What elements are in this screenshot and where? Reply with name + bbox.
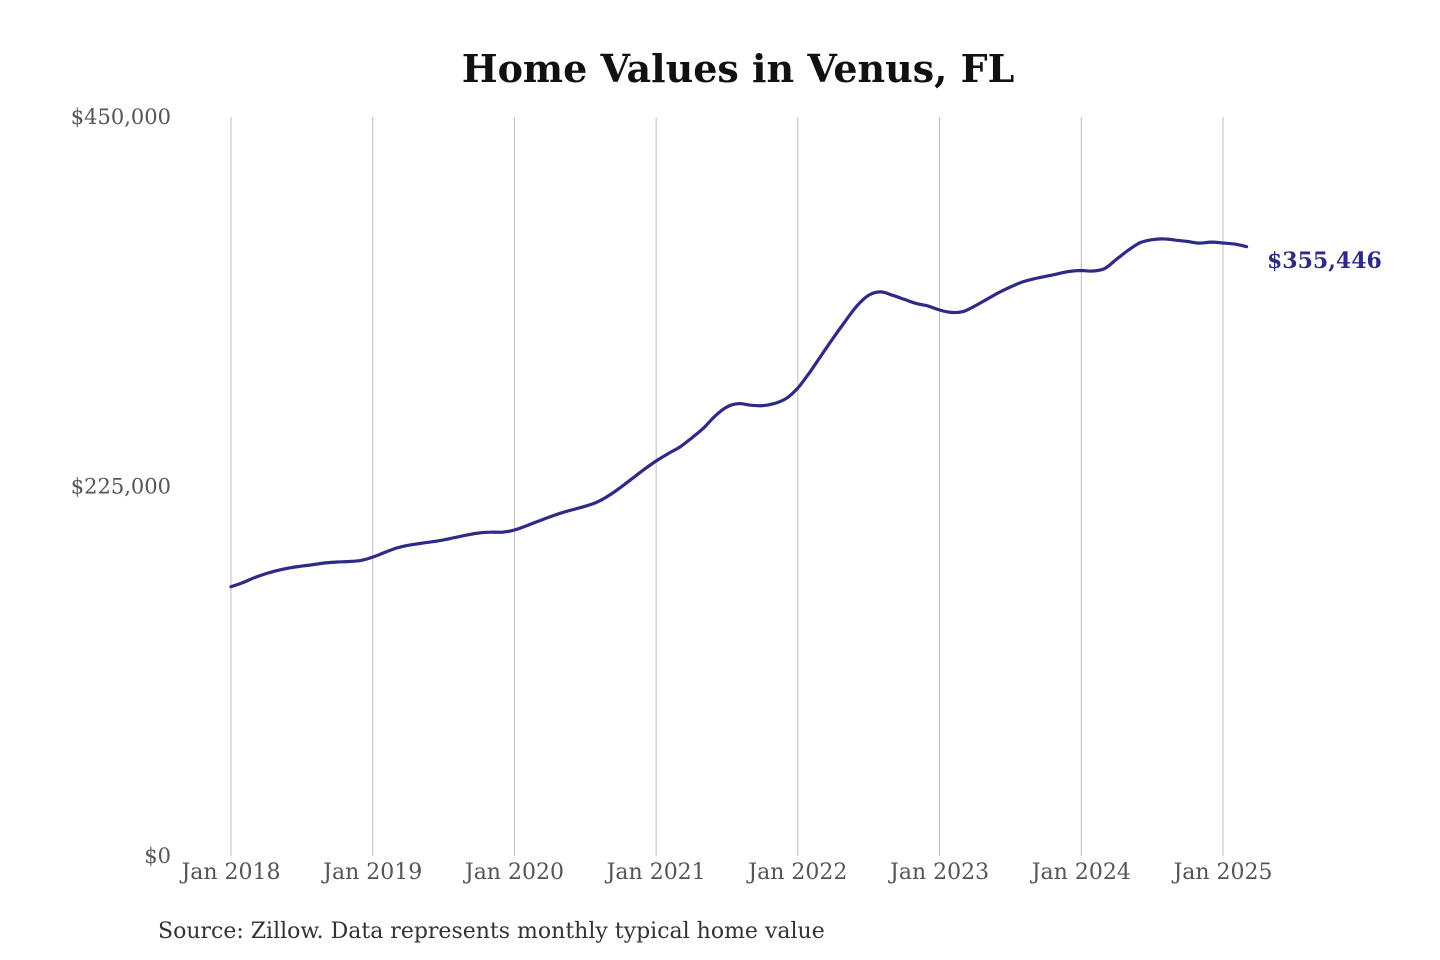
gridlines xyxy=(230,117,1224,856)
latest-value-label: $355,446 xyxy=(1267,248,1382,274)
x-axis-ticks: Jan 2018 Jan 2019 Jan 2020 Jan 2021 Jan 2022… xyxy=(179,860,1272,885)
y-tick-label: $450,000 xyxy=(71,105,171,129)
y-axis-ticks: $0 $225,000 $450,000 xyxy=(71,105,171,868)
x-tick-label: Jan 2022 xyxy=(746,860,847,885)
chart-title: Home Values in Venus, FL xyxy=(462,46,1015,91)
y-tick-label: $225,000 xyxy=(71,475,171,499)
source-note: Source: Zillow. Data represents monthly … xyxy=(158,919,825,944)
x-tick-label: Jan 2019 xyxy=(321,860,422,885)
x-tick-label: Jan 2018 xyxy=(179,860,280,885)
x-tick-label: Jan 2023 xyxy=(888,860,989,885)
x-tick-label: Jan 2024 xyxy=(1030,860,1131,885)
home-value-line xyxy=(229,237,1249,589)
x-tick-label: Jan 2025 xyxy=(1171,860,1272,885)
x-tick-label: Jan 2020 xyxy=(463,860,564,885)
x-tick-label: Jan 2021 xyxy=(605,860,706,885)
y-tick-label: $0 xyxy=(144,844,171,868)
